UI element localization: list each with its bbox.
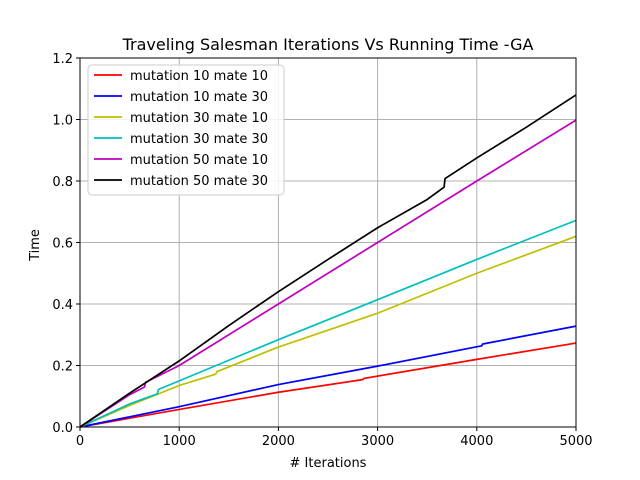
x-tick-label: 0 <box>76 434 84 449</box>
legend-box <box>87 64 285 196</box>
chart-title: Traveling Salesman Iterations Vs Running… <box>122 35 534 54</box>
series-line-4 <box>79 219 577 428</box>
series-line-5 <box>79 119 577 428</box>
x-tick-label: 1000 <box>163 434 196 449</box>
y-axis: 0.0 0.2 0.4 0.6 0.8 1.0 1.2 <box>52 52 80 436</box>
x-axis: 0 1000 2000 3000 4000 5000 <box>76 427 593 449</box>
y-tick-label: 1.2 <box>52 52 73 67</box>
legend: mutation 10 mate 10 mutation 10 mate 30 mu… <box>87 64 285 196</box>
y-tick-label: 0.8 <box>52 175 73 190</box>
legend-label: mutation 10 mate 30 <box>130 90 268 105</box>
legend-label: mutation 50 mate 10 <box>130 153 268 168</box>
legend-label: mutation 50 mate 30 <box>130 174 268 189</box>
x-tick-label: 2000 <box>262 434 295 449</box>
legend-label: mutation 30 mate 30 <box>130 132 268 147</box>
y-tick-label: 0.6 <box>52 237 73 252</box>
y-tick-label: 0.0 <box>52 421 73 436</box>
x-tick-label: 3000 <box>361 434 394 449</box>
x-tick-label: 5000 <box>559 434 592 449</box>
y-tick-label: 0.2 <box>52 360 73 375</box>
series-line-1 <box>79 342 577 428</box>
y-tick-label: 1.0 <box>52 114 73 129</box>
legend-label: mutation 10 mate 10 <box>130 69 268 84</box>
y-tick-label: 0.4 <box>52 298 73 313</box>
y-axis-label: Time <box>28 229 43 262</box>
series-line-2 <box>79 325 577 428</box>
x-axis-label: # Iterations <box>290 456 367 471</box>
legend-label: mutation 30 mate 10 <box>130 111 268 126</box>
series-layer <box>79 94 577 428</box>
series-line-6 <box>79 94 577 428</box>
x-tick-label: 4000 <box>460 434 493 449</box>
